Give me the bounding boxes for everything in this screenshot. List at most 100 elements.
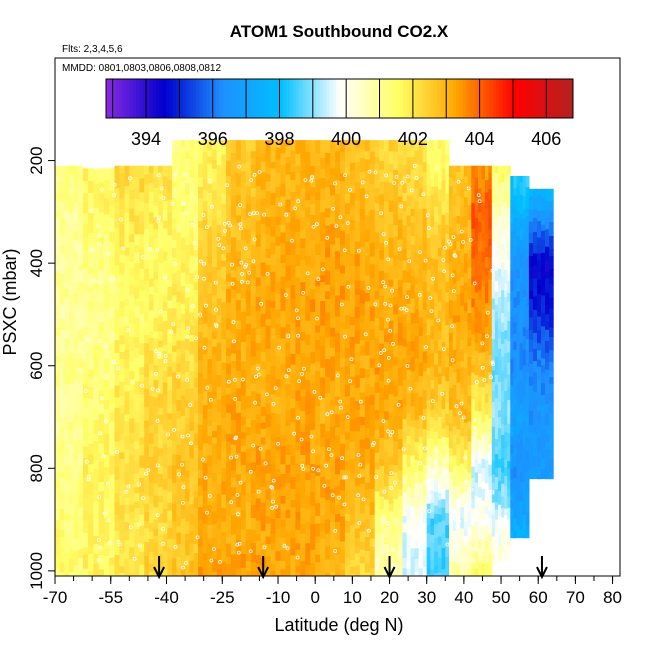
heatmap-cell (305, 207, 311, 219)
heatmap-cell (55, 555, 61, 569)
heatmap-cell (369, 375, 376, 388)
heatmap-cell (418, 336, 424, 350)
heatmap-cell (426, 149, 431, 157)
observation-point (428, 494, 433, 499)
heatmap-cell (507, 507, 511, 521)
heatmap-cell (354, 231, 361, 243)
heatmap-cell (354, 546, 361, 555)
heatmap-cell (359, 219, 366, 234)
heatmap-cell (484, 383, 489, 395)
heatmap-cell (78, 453, 84, 466)
heatmap-cell (488, 561, 493, 576)
heatmap-cell (519, 239, 524, 255)
heatmap-cell (330, 400, 336, 408)
heatmap-cell (369, 488, 376, 503)
heatmap-cell (414, 252, 420, 265)
heatmap-cell (216, 151, 222, 166)
heatmap-cell (484, 572, 489, 576)
heatmap-cell (119, 497, 125, 506)
heatmap-cell (402, 176, 408, 184)
heatmap-cell (114, 515, 121, 523)
heatmap-cell (340, 516, 346, 528)
observation-point (128, 525, 133, 530)
heatmap-cell (230, 217, 237, 226)
heatmap-cell (55, 252, 61, 265)
heatmap-cell (330, 140, 336, 149)
heatmap-cell (537, 305, 542, 318)
heatmap-cell (216, 493, 222, 506)
heatmap-cell (525, 228, 530, 236)
heatmap-cell (384, 411, 390, 421)
heatmap-cell (245, 203, 252, 219)
heatmap-cell (460, 248, 465, 264)
heatmap-cell (240, 438, 247, 447)
heatmap-cell (144, 495, 150, 505)
heatmap-cell (270, 264, 277, 273)
heatmap-cell (202, 366, 208, 380)
heatmap-cell (549, 449, 554, 461)
heatmap-cell (230, 515, 237, 526)
heatmap-cell (198, 177, 204, 188)
heatmap-cell (300, 150, 306, 160)
heatmap-cell (410, 556, 416, 568)
heatmap-cell (369, 395, 376, 406)
heatmap-cell (463, 302, 469, 312)
heatmap-cell (114, 407, 121, 419)
heatmap-cell (280, 372, 287, 382)
heatmap-cell (265, 374, 272, 384)
heatmap-cell (545, 218, 550, 230)
heatmap-cell (198, 437, 204, 451)
heatmap-cell (124, 338, 130, 351)
heatmap-cell (422, 408, 428, 421)
heatmap-cell (216, 537, 222, 550)
heatmap-cell (59, 492, 65, 500)
heatmap-cell (275, 413, 282, 426)
heatmap-cell (148, 510, 155, 524)
heatmap-cell (513, 279, 518, 290)
heatmap-cell (240, 395, 247, 411)
heatmap-cell (488, 408, 493, 420)
heatmap-cell (167, 510, 173, 522)
heatmap-cell (212, 140, 218, 151)
heatmap-cell (456, 437, 461, 446)
heatmap-cell (335, 474, 341, 487)
heatmap-cell (510, 493, 514, 502)
heatmap-cell (445, 367, 450, 382)
heatmap-cell (463, 380, 469, 396)
heatmap-cell (513, 297, 518, 309)
heatmap-cell (295, 501, 301, 513)
heatmap-cell (162, 201, 168, 210)
heatmap-cell (109, 506, 116, 514)
heatmap-cell (410, 477, 416, 489)
heatmap-cell (64, 176, 70, 190)
heatmap-cell (379, 250, 385, 261)
heatmap-cell (445, 174, 450, 187)
heatmap-cell (525, 444, 530, 452)
heatmap-cell (549, 392, 554, 402)
heatmap-cell (320, 200, 326, 213)
heatmap-cell (349, 364, 356, 378)
heatmap-cell (103, 387, 110, 401)
heatmap-cell (245, 140, 252, 152)
heatmap-cell (144, 528, 150, 543)
heatmap-cell (501, 381, 505, 391)
observation-point (286, 334, 291, 339)
heatmap-cell (139, 254, 145, 270)
heatmap-cell (430, 542, 435, 552)
heatmap-cell (519, 448, 524, 462)
heatmap-cell (474, 318, 479, 326)
heatmap-cell (64, 383, 70, 396)
observation-point (397, 247, 402, 252)
heatmap-cell (344, 419, 351, 433)
heatmap-cell (513, 218, 518, 232)
heatmap-cell (176, 479, 182, 494)
observation-point (166, 432, 170, 437)
heatmap-cell (185, 202, 190, 213)
heatmap-cell (129, 504, 135, 513)
heatmap-cell (481, 239, 486, 253)
heatmap-cell (320, 301, 326, 317)
heatmap-cell (98, 311, 105, 323)
heatmap-cell (335, 364, 341, 372)
heatmap-cell (522, 327, 527, 337)
heatmap-cell (310, 383, 316, 396)
